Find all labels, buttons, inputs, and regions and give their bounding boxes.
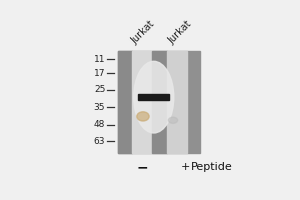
Bar (152, 51, 167, 153)
Ellipse shape (168, 117, 178, 123)
Text: 17: 17 (94, 69, 105, 78)
Text: Jurkat: Jurkat (166, 18, 193, 46)
Ellipse shape (134, 61, 174, 133)
Text: Peptide: Peptide (190, 162, 232, 172)
Bar (118, 51, 132, 153)
Text: 35: 35 (94, 103, 105, 112)
Text: −: − (136, 160, 148, 174)
Bar (132, 51, 152, 153)
Text: Jurkat: Jurkat (130, 18, 157, 46)
Text: 11: 11 (94, 55, 105, 64)
Ellipse shape (137, 112, 149, 121)
Bar (167, 51, 187, 153)
Bar (118, 51, 200, 153)
Text: 25: 25 (94, 85, 105, 94)
Text: +: + (181, 162, 190, 172)
Bar (138, 94, 169, 100)
Text: 48: 48 (94, 120, 105, 129)
Text: 63: 63 (94, 137, 105, 146)
